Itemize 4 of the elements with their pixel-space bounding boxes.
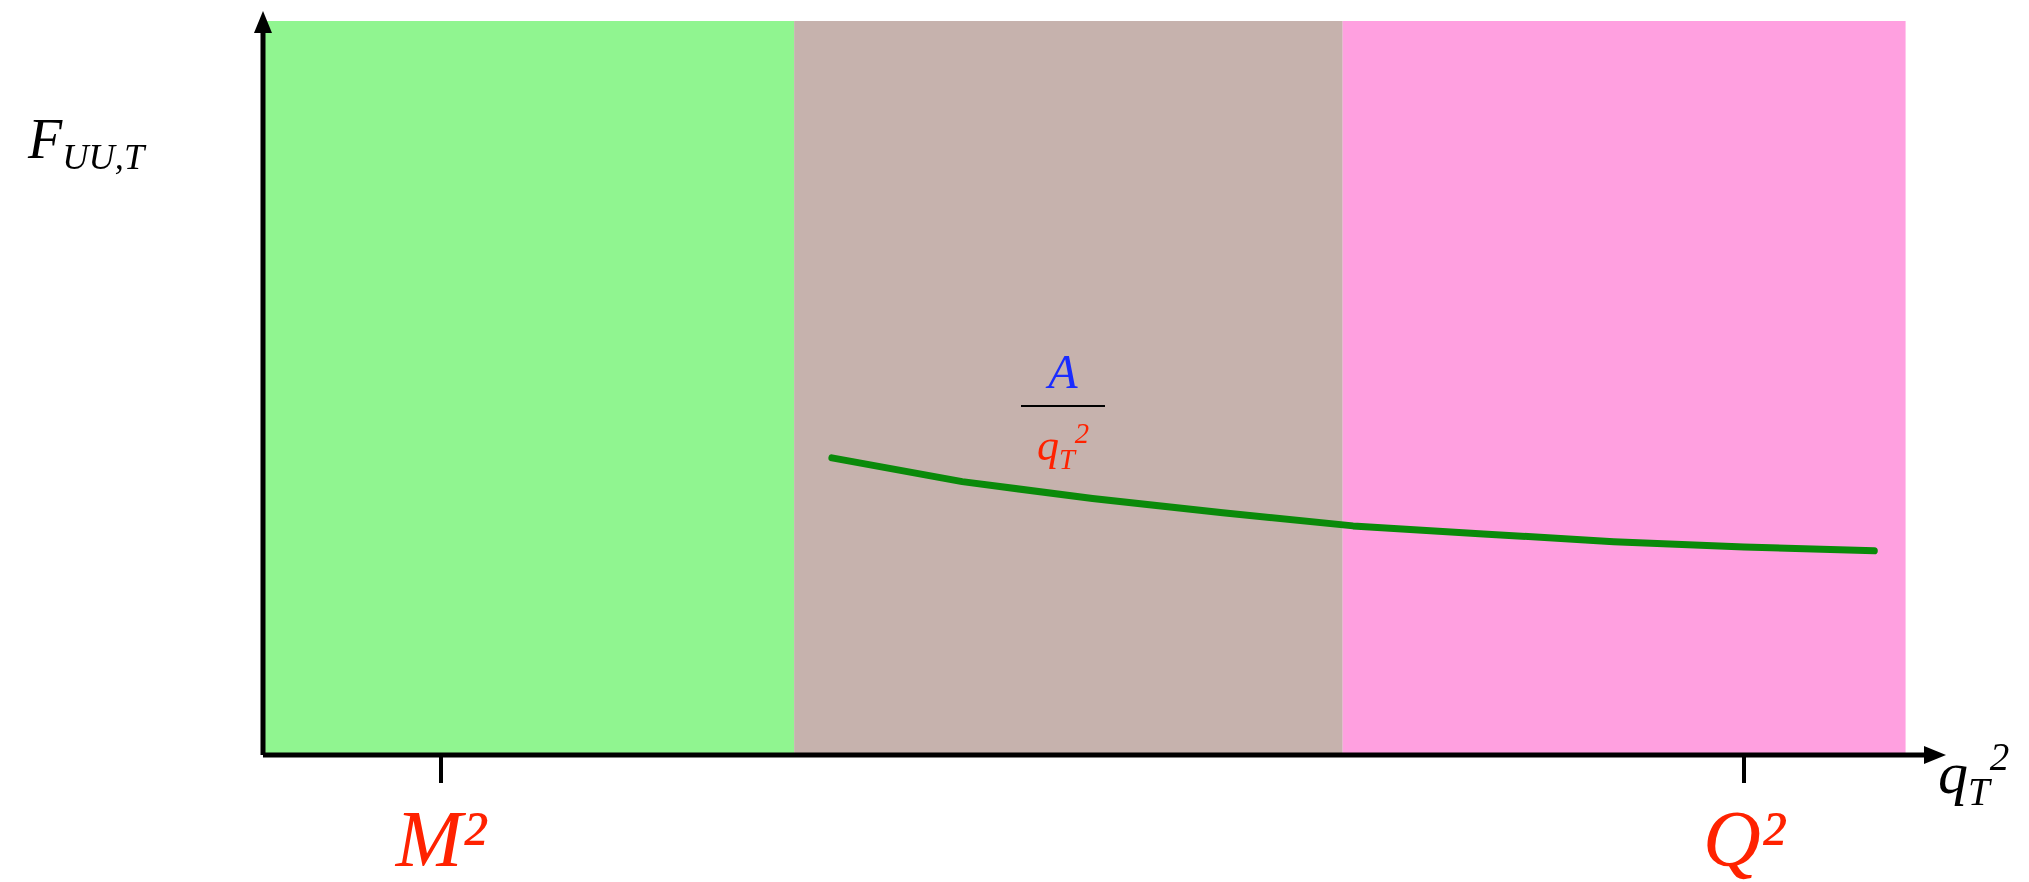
text: F$_{UU,T}$ <box>27 108 147 177</box>
text: A <box>1045 345 1079 398</box>
x-tick-label: M² <box>394 795 489 882</box>
x-tick-label: Q² <box>1703 795 1787 882</box>
